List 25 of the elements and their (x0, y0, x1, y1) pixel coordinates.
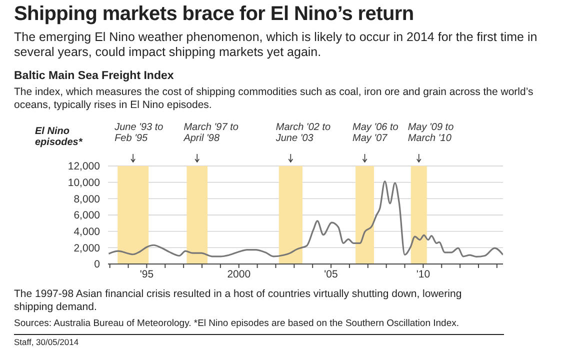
source-note: Sources: Australia Bureau of Meteorology. *El Nino episodes are based on the Southern Oscillation Index. (14, 318, 460, 329)
chart-title: Shipping markets brace for El Nino’s return (14, 3, 414, 26)
x-tick-label: '95 (140, 268, 154, 280)
band-label: May '06 to May '07 (352, 122, 399, 144)
band-label: May '09 to March '10 (408, 122, 454, 144)
y-tick-label: 4,000 (74, 226, 100, 238)
y-tick-label: 2,000 (74, 242, 100, 254)
y-tick-label: 0 (94, 258, 100, 271)
chart-subtitle: The emerging El Nino weather phenomenon, which is likely to occur in 2014 for the first time in several years, could impact shipping markets yet again. (14, 30, 538, 60)
y-tick-label: 12,000 (68, 160, 100, 173)
text: The 1997-98 Asian financial crisis resulted in a host of countries virtually shutting down, lowering shipping demand. (14, 288, 463, 314)
y-tick-label: 10,000 (68, 177, 100, 190)
band-label: March '97 to April '98 (182, 122, 239, 144)
x-tick-label: '05 (324, 268, 338, 280)
text: Staff, 30/05/2014 (14, 334, 504, 347)
band-label: March '02 to June '03 (274, 122, 332, 144)
x-tick-label: '10 (416, 268, 430, 280)
band-label: June '93 to Feb '95 (114, 122, 164, 144)
text: Baltic Main Sea Freight Index (14, 70, 174, 82)
line-series (108, 180, 503, 258)
text: El Nino episodes* (35, 126, 84, 148)
y-tick-label: 8,000 (74, 193, 100, 206)
y-tick-label: 6,000 (74, 210, 100, 222)
x-tick-label: 2000 (227, 268, 251, 280)
text: The index, which measures the cost of shipping commodities such as coal, iron ore and grain across the world’s oceans, typically rises in El Nino episodes. (14, 86, 534, 112)
